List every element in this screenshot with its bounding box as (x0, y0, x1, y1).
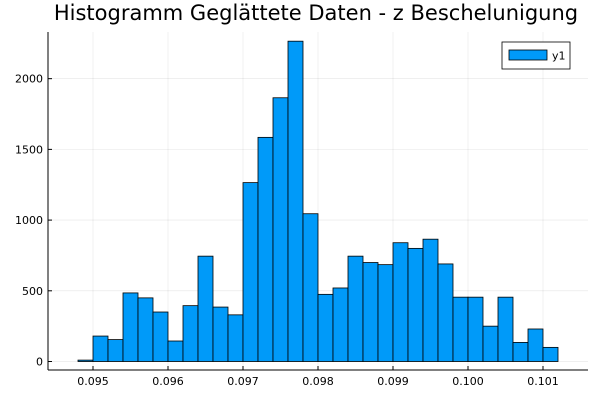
histogram-bar (497, 296, 514, 362)
histogram-bar (227, 314, 244, 362)
y-tick-label: 500 (22, 285, 43, 298)
histogram-bar (347, 255, 364, 362)
y-axis-ticks: 0 500 1000 1500 2000 (15, 73, 52, 369)
histogram-bar (527, 328, 544, 362)
y-tick-label: 0 (36, 356, 43, 369)
x-tick-label: 0.095 (77, 375, 109, 388)
x-tick-label: 0.098 (302, 375, 334, 388)
x-axis-ticks: 0.095 0.096 0.097 0.098 0.099 0.100 0.101 (77, 366, 559, 388)
histogram-bar (467, 296, 484, 362)
bars (77, 40, 559, 362)
histogram-bar (107, 339, 124, 362)
histogram-bar (287, 40, 304, 362)
histogram-bar (482, 325, 499, 362)
x-tick-label: 0.100 (452, 375, 484, 388)
histogram-bar (452, 296, 469, 362)
histogram-bar (332, 287, 349, 362)
legend-label-y1: y1 (552, 50, 566, 63)
histogram-bar (407, 247, 424, 362)
histogram-bar (122, 292, 139, 362)
histogram-bar (77, 359, 94, 362)
y-tick-label: 1000 (15, 214, 43, 227)
legend-swatch-y1 (508, 49, 548, 61)
histogram-bar (377, 264, 394, 362)
histogram-bar (392, 242, 409, 362)
chart-title: Histogramm Geglättete Daten - z Beschelu… (54, 1, 578, 25)
legend: y1 (501, 41, 571, 70)
histogram-bar (437, 263, 454, 362)
histogram-bar (137, 297, 154, 362)
histogram-bar (512, 342, 529, 362)
y-tick-label: 1500 (15, 143, 43, 156)
histogram-bar (197, 255, 214, 362)
histogram-bar (182, 305, 199, 362)
histogram-bar (422, 238, 439, 362)
histogram-bar (92, 335, 109, 362)
histogram-bar (272, 97, 289, 362)
histogram-bar (242, 182, 259, 362)
histogram-bar (152, 311, 169, 362)
y-tick-label: 2000 (15, 73, 43, 86)
histogram-bar (302, 213, 319, 362)
x-tick-label: 0.097 (227, 375, 259, 388)
x-tick-label: 0.096 (152, 375, 184, 388)
histogram-bar (257, 136, 274, 362)
histogram-bar (362, 262, 379, 362)
histogram-bar (542, 346, 559, 362)
x-tick-label: 0.099 (377, 375, 409, 388)
histogram-bar (317, 293, 334, 362)
histogram-bar (167, 340, 184, 362)
histogram-bar (212, 306, 229, 362)
x-tick-label: 0.101 (527, 375, 559, 388)
